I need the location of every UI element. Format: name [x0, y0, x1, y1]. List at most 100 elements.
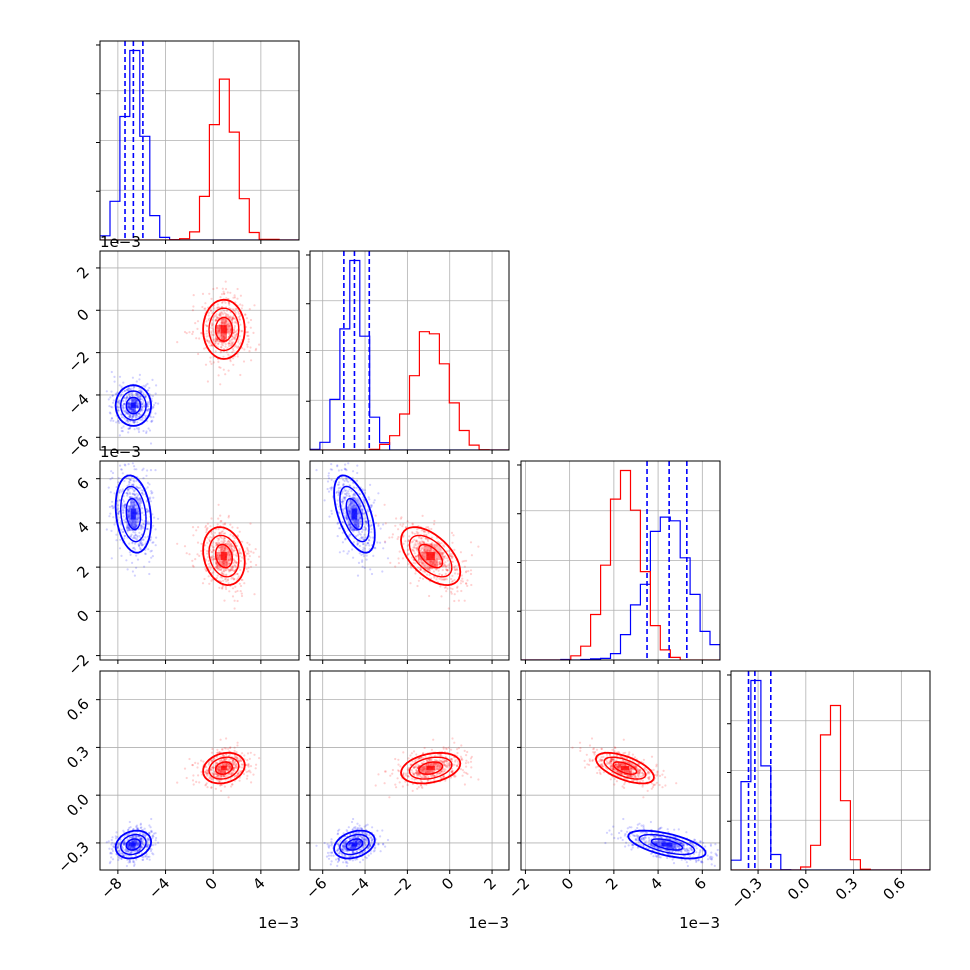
- scatter-point: [217, 568, 220, 571]
- scatter-point: [220, 540, 223, 543]
- scatter-point: [222, 355, 225, 358]
- scatter-point: [426, 764, 429, 767]
- scatter-point: [419, 768, 422, 772]
- scatter-point: [141, 403, 144, 406]
- scatter-point: [128, 414, 131, 417]
- scatter-point: [354, 827, 357, 830]
- scatter-point: [207, 311, 210, 314]
- scatter-point: [135, 842, 138, 845]
- scatter-point: [216, 331, 219, 334]
- scatter-point: [240, 763, 243, 766]
- scatter-point: [211, 550, 214, 554]
- scatter-point: [148, 560, 151, 564]
- scatter-point: [362, 546, 365, 549]
- scatter-point: [444, 763, 447, 767]
- scatter-point: [466, 584, 469, 588]
- scatter-point: [333, 480, 336, 483]
- scatter-point: [357, 561, 361, 565]
- scatter-point: [410, 763, 413, 766]
- scatter-point: [136, 498, 139, 501]
- scatter-point: [369, 845, 372, 848]
- histogram-red-0: [100, 78, 299, 240]
- scatter-point: [131, 492, 134, 495]
- scatter-point: [421, 540, 424, 543]
- scatter-point: [373, 849, 376, 852]
- scatter-point: [427, 560, 430, 563]
- scatter-point: [139, 524, 142, 527]
- scatter-point: [363, 526, 366, 529]
- scatter-point: [248, 308, 251, 311]
- scatter-point: [144, 414, 147, 417]
- scatter-point: [138, 498, 141, 501]
- scatter-point: [128, 406, 131, 409]
- scatter-point: [402, 542, 405, 545]
- scatter-point: [235, 774, 238, 778]
- scatter-point: [374, 547, 377, 550]
- scatter-point: [211, 578, 214, 581]
- scatter-point: [407, 539, 410, 543]
- scatter-point: [415, 539, 418, 542]
- scatter-point: [345, 839, 348, 843]
- scatter-point: [230, 338, 233, 341]
- scatter-point: [212, 333, 215, 336]
- scatter-point: [417, 554, 420, 557]
- scatter-point: [129, 852, 132, 855]
- scatter-panel-1-2: [315, 462, 480, 610]
- scatter-point: [148, 855, 151, 858]
- scatter-point: [410, 556, 413, 559]
- scatter-point: [226, 774, 229, 778]
- scatter-point: [139, 500, 142, 503]
- scatter-point: [140, 500, 143, 503]
- scatter-point: [105, 390, 108, 393]
- scatter-point: [221, 774, 224, 777]
- scatter-point: [129, 505, 132, 508]
- scatter-point: [119, 464, 122, 467]
- scatter-point: [229, 746, 232, 749]
- scatter-point: [218, 779, 221, 782]
- scatter-point: [139, 846, 142, 849]
- scatter-point: [367, 846, 370, 849]
- scatter-point: [150, 490, 153, 493]
- scatter-point: [365, 521, 368, 524]
- scatter-point: [466, 750, 469, 754]
- scatter-point: [246, 774, 249, 778]
- scatter-point: [137, 835, 140, 838]
- scatter-point: [118, 499, 121, 502]
- scatter-point: [149, 416, 153, 419]
- scatter-point: [423, 774, 426, 778]
- scatter-point: [230, 318, 234, 322]
- scatter-point: [233, 760, 236, 763]
- scatter-point: [348, 842, 351, 845]
- scatter-point: [343, 845, 346, 849]
- scatter-point: [368, 544, 371, 547]
- scatter-point: [212, 287, 215, 291]
- scatter-point: [223, 573, 226, 576]
- scatter-point: [107, 398, 110, 401]
- scatter-point: [394, 524, 397, 527]
- scatter-point: [122, 399, 125, 402]
- scatter-point: [426, 573, 429, 576]
- scatter-point: [133, 864, 136, 868]
- scatter-point: [456, 764, 459, 767]
- scatter-point: [126, 838, 129, 842]
- scatter-point: [146, 840, 149, 843]
- scatter-point: [411, 549, 414, 552]
- scatter-point: [133, 398, 136, 401]
- scatter-point: [142, 429, 145, 433]
- scatter-point: [148, 386, 151, 390]
- scatter-point: [369, 536, 372, 539]
- scatter-point: [438, 563, 442, 566]
- scatter-point: [222, 368, 225, 371]
- scatter-point: [246, 752, 250, 755]
- scatter-point: [214, 561, 217, 564]
- scatter-point: [219, 764, 222, 767]
- scatter-point: [370, 524, 374, 527]
- scatter-point: [191, 564, 194, 567]
- scatter-point: [117, 510, 120, 514]
- scatter-point: [117, 512, 120, 515]
- scatter-point: [117, 843, 120, 846]
- scatter-point: [362, 542, 365, 546]
- scatter-point: [233, 331, 236, 334]
- scatter-point: [135, 479, 138, 482]
- scatter-point: [222, 568, 225, 571]
